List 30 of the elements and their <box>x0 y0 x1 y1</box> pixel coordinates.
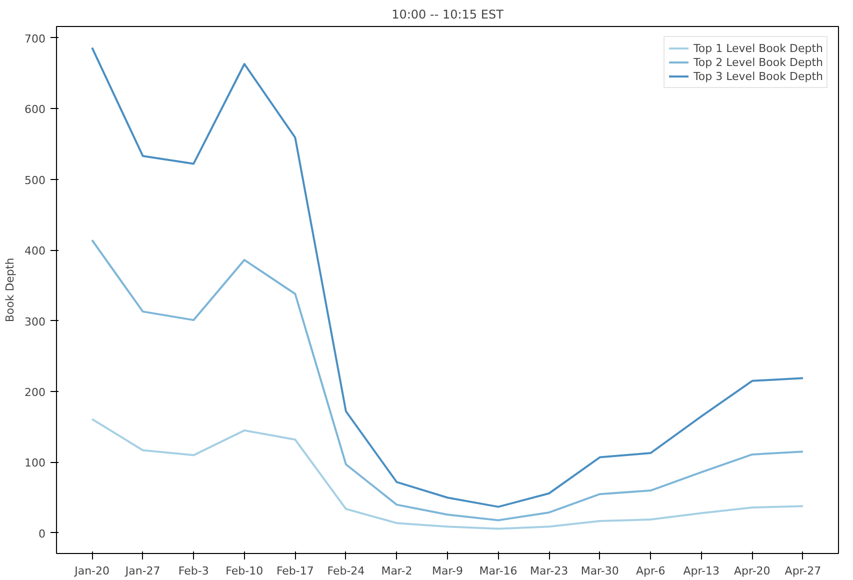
chart-title: 10:00 -- 10:15 EST <box>392 8 504 22</box>
y-tick-label: 600 <box>24 103 46 116</box>
x-tick-label: Apr-6 <box>636 564 666 578</box>
x-tick-label: Apr-20 <box>734 564 770 578</box>
y-tick-label: 300 <box>24 315 46 328</box>
legend-label: Top 1 Level Book Depth <box>694 41 823 55</box>
x-tick-label: Mar-23 <box>530 564 568 578</box>
y-tick-label: 700 <box>24 32 46 46</box>
line-series <box>91 418 804 530</box>
x-tick-label: Feb-24 <box>327 564 365 578</box>
x-tick-label: Feb-17 <box>276 564 314 578</box>
legend-label: Top 2 Level Book Depth <box>694 55 823 69</box>
legend-label: Top 3 Level Book Depth <box>694 69 823 83</box>
y-axis-title: Book Depth <box>4 258 17 322</box>
x-tick-label: Mar-30 <box>580 564 619 578</box>
x-tick-label: Jan-27 <box>124 564 160 578</box>
y-tick-label: 400 <box>24 244 46 258</box>
y-tick-label: 200 <box>24 386 46 400</box>
x-tick-label: Apr-27 <box>784 564 822 578</box>
x-tick-label: Apr-13 <box>683 564 720 578</box>
x-tick-label: Mar-2 <box>381 564 412 578</box>
x-tick-label: Feb-3 <box>178 564 209 578</box>
y-tick-label: 500 <box>24 174 46 187</box>
line-series <box>91 239 804 522</box>
x-tick-label: Feb-10 <box>226 564 264 578</box>
x-tick-label: Jan-20 <box>74 564 110 578</box>
y-tick-label: 0 <box>38 527 46 540</box>
x-tick-label: Mar-9 <box>432 564 464 578</box>
x-tick-label: Mar-16 <box>479 564 518 578</box>
y-tick-label: 100 <box>24 456 46 470</box>
